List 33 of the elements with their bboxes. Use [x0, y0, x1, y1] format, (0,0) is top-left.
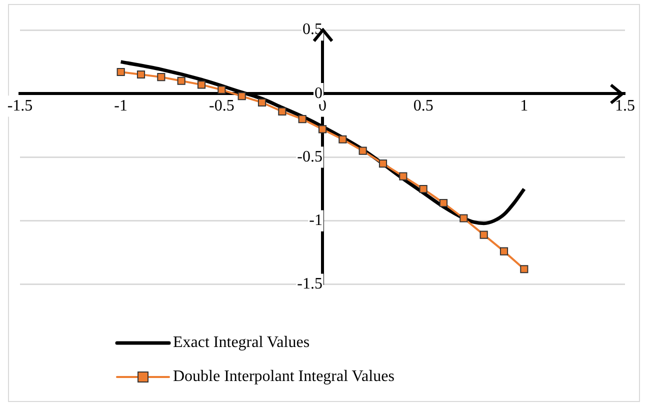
point	[258, 98, 266, 107]
y-tick-label: -0.5	[297, 148, 322, 166]
point	[378, 160, 388, 168]
x-tick-label: -0.5	[209, 97, 234, 114]
x-tick-label: 0.5	[413, 97, 434, 114]
legend-label: Double Interpolant Integral Values	[173, 368, 394, 386]
point	[318, 125, 327, 134]
point	[197, 80, 206, 89]
point	[238, 92, 246, 100]
point	[278, 107, 286, 116]
point	[177, 76, 186, 85]
point	[358, 146, 367, 155]
point	[399, 172, 408, 180]
y-tick-label: -1	[309, 212, 322, 230]
x-tick-label: 1	[520, 97, 528, 114]
point	[500, 247, 508, 256]
point	[136, 70, 146, 79]
point	[439, 198, 448, 208]
point	[480, 230, 488, 239]
point	[298, 115, 306, 124]
x-tick-label: -1	[114, 97, 128, 114]
y-tick-label: -1.5	[297, 276, 322, 293]
point	[338, 135, 347, 144]
y-tick-label: 0	[314, 84, 322, 102]
point	[218, 86, 226, 94]
x-tick-label: 1.5	[615, 97, 635, 114]
point	[520, 265, 528, 274]
point	[419, 184, 428, 194]
point	[116, 68, 125, 76]
x-tick-label: -1.5	[7, 97, 33, 114]
point	[460, 214, 468, 222]
legend-label: Exact Integral Values	[173, 334, 310, 352]
point	[157, 73, 166, 82]
